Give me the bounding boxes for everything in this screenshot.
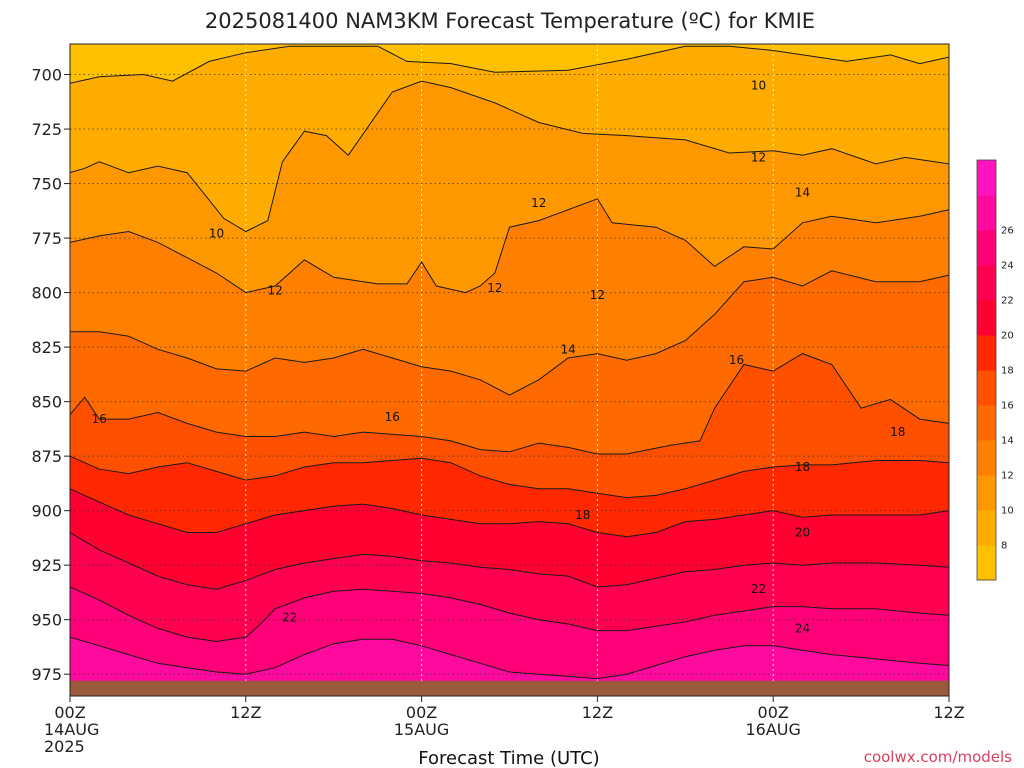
contour-label-12-3: 12 [487,281,502,295]
colorbar-segment-2 [977,475,996,511]
contour-label-12-2: 12 [267,283,282,297]
contour-label-18-13: 18 [795,460,810,474]
y-tick-label-700: 700 [31,66,62,85]
isotherm-line-16 [70,353,949,455]
colorbar-segment-11 [977,160,996,196]
contour-label-24-18: 24 [795,621,810,635]
colorbar-segment-0 [977,545,996,581]
colorbar-tick-label-10: 10 [1001,506,1014,517]
isotherm-line-18 [70,455,949,499]
y-tick-label-725: 725 [31,120,62,139]
y-tick-label-775: 775 [31,229,62,248]
colorbar-tick-label-16: 16 [1001,401,1014,412]
contour-label-14-8: 14 [795,185,810,199]
isotherm-line-24 [70,586,949,643]
x-tick-label-60-0: 12Z [933,703,964,722]
x-tick-label-24-1: 15AUG [394,720,449,739]
x-tick-label-0-2: 2025 [44,737,85,756]
y-tick-label-750: 750 [31,175,62,194]
y-tick-label-950: 950 [31,611,62,630]
x-tick-label-48-0: 00Z [758,703,789,722]
colorbar-tick-label-26: 26 [1001,226,1014,237]
contour-label-10-0: 10 [209,227,224,241]
plot-area [70,44,949,696]
contour-label-16-9: 16 [92,412,107,426]
colorbar-tick-label-20: 20 [1001,331,1014,342]
colorbar-frame [976,159,997,581]
isotherm-line-22 [70,532,949,590]
surface-band [70,680,949,696]
colorbar-segment-7 [977,300,996,336]
colorbar-tick-label-24: 24 [1001,261,1014,272]
contour-label-18-12: 18 [575,508,590,522]
grid [70,44,949,696]
isotherm-line-8 [70,45,949,84]
contour-label-16-10: 16 [385,410,400,424]
colorbar-segment-4 [977,405,996,441]
contour-label-20-15: 20 [795,525,810,539]
x-tick-label-36-0: 12Z [582,703,613,722]
y-tick-label-975: 975 [31,665,62,684]
colorbar-tick-label-18: 18 [1001,366,1014,377]
colorbar-segment-8 [977,265,996,301]
colorbar-segment-6 [977,335,996,371]
colorbar-tick-label-12: 12 [1001,471,1014,482]
isotherm-lines [70,45,949,680]
colorbar: 8 10 12 14 16 18 20 22 24 26 [976,159,1014,581]
chart-title: 2025081400 NAM3KM Forecast Temperature (… [205,9,815,33]
isotherm-line-10 [70,80,949,233]
contour-label-16-11: 16 [729,353,744,367]
colorbar-tick-label-22: 22 [1001,296,1014,307]
colorbar-segment-1 [977,510,996,546]
contour-label-14-7: 14 [560,342,575,356]
colorbar-segment-10 [977,195,996,231]
isotherm-line-26 [70,636,949,680]
x-tick-label-48-1: 16AUG [745,720,800,739]
contour-label-18-14: 18 [890,425,905,439]
isotherm-line-20 [70,488,949,538]
contour-labels: 10 10 12 12 12 12 12 14 14 16 16 16 18 18 18 20 22 22 24 [92,78,906,635]
x-axis-title: Forecast Time (UTC) [418,748,599,768]
y-tick-label-850: 850 [31,393,62,412]
y-axis: 700 725 750 775 800 825 850 875 900 925 950 975 [31,66,70,684]
colorbar-tick-label-14: 14 [1001,436,1014,447]
y-tick-label-800: 800 [31,284,62,303]
credit-text: coolwx.com/models [864,748,1012,766]
contour-label-22-16: 22 [282,610,297,624]
colorbar-segment-9 [977,230,996,266]
x-tick-label-12-0: 12Z [230,703,261,722]
y-tick-label-900: 900 [31,502,62,521]
isotherm-line-12 [70,198,949,294]
isotherm-line-14 [70,270,949,396]
colorbar-tick-label-8: 8 [1001,541,1007,552]
x-tick-label-24-0: 00Z [406,703,437,722]
colorbar-segment-3 [977,440,996,476]
contour-label-12-6: 12 [751,150,766,164]
y-tick-label-875: 875 [31,447,62,466]
contour-label-22-17: 22 [751,582,766,596]
y-tick-label-825: 825 [31,338,62,357]
plot-frame [69,43,950,697]
x-tick-label-0-1: 14AUG [44,720,99,739]
colorbar-segment-5 [977,370,996,406]
surface-terrain [70,680,949,696]
y-tick-label-925: 925 [31,556,62,575]
contour-label-12-4: 12 [531,196,546,210]
contour-label-12-5: 12 [590,288,605,302]
x-tick-label-0-0: 00Z [54,703,85,722]
contour-label-10-1: 10 [751,78,766,92]
